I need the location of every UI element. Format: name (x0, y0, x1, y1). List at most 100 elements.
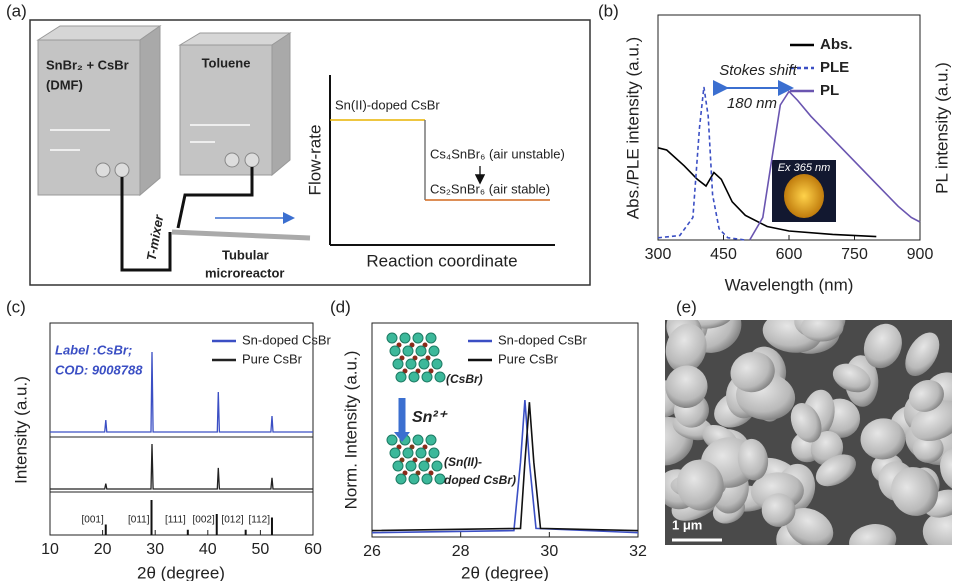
x-tick-label: 32 (629, 543, 647, 560)
atom (418, 358, 430, 370)
reservoir-label: Toluene (202, 55, 251, 70)
atom (434, 473, 446, 485)
stage-label: Cs₄SnBr₆ (air unstable) (430, 146, 565, 161)
x-tick-label: 30 (146, 541, 164, 558)
atom (428, 447, 440, 459)
reference-label: [002] (192, 515, 214, 526)
reactor-label: microreactor (205, 265, 284, 280)
x-tick-label: 60 (304, 541, 322, 558)
x-tick-label: 750 (841, 246, 868, 263)
panel-label: (a) (6, 1, 27, 20)
reference-label: [011] (128, 515, 150, 526)
atom (395, 371, 407, 383)
particle (912, 434, 944, 463)
crystal-inset (386, 332, 446, 485)
atom (428, 345, 440, 357)
annotation: 180 nm (727, 95, 777, 112)
mixer-label: T-mixer (144, 213, 167, 262)
axis-label: Wavelength (nm) (725, 275, 854, 294)
particle (786, 507, 834, 545)
reservoir-label: (DMF) (46, 77, 83, 92)
particle (761, 493, 796, 527)
stage-label: Sn(II)-doped CsBr (335, 97, 440, 112)
atom (395, 473, 407, 485)
particle (909, 379, 944, 412)
legend-label: Pure CsBr (242, 351, 303, 366)
photo-inset (784, 174, 824, 218)
particle (730, 351, 775, 393)
data-line (371, 402, 639, 532)
atom (405, 460, 417, 472)
particle (665, 323, 707, 373)
particle (922, 510, 952, 545)
plot-frame (371, 322, 639, 538)
particle (665, 365, 708, 409)
sem-image (665, 320, 952, 545)
particle (860, 418, 906, 460)
axis-label: Intensity (a.u.) (11, 376, 30, 484)
x-tick-label: 600 (776, 246, 803, 263)
atom (386, 332, 398, 344)
atom (408, 371, 420, 383)
particle (815, 454, 856, 487)
schematic: SnBr₂ + CsBr (DMF) Toluene T-mixer Tubul… (29, 19, 591, 286)
annotation: COD: 9008788 (55, 362, 143, 377)
atom (412, 434, 424, 446)
legend-label: Pure CsBr (498, 351, 559, 366)
crystal-arrow (394, 432, 410, 442)
data-line (657, 86, 746, 241)
atom (425, 332, 437, 344)
x-tick-label: 300 (645, 246, 672, 263)
annotation: (Sn(II)- (444, 455, 482, 469)
scale-bar-label: 1 μm (672, 517, 702, 532)
panel-label: (c) (6, 297, 26, 316)
data-line (50, 351, 313, 433)
annotation: Sn²⁺ (412, 409, 448, 426)
reactor-label: Tubular (222, 247, 269, 262)
atom (392, 358, 404, 370)
particle (676, 459, 724, 511)
axis-label: 2θ (degree) (461, 563, 549, 581)
atom (408, 473, 420, 485)
particle (890, 467, 939, 516)
atom (402, 345, 414, 357)
particle (849, 524, 897, 545)
panel-label: (e) (676, 297, 697, 316)
annotation: Ex 365 nm (778, 162, 831, 174)
stage-label: Cs₂SnBr₆ (air stable) (430, 181, 550, 196)
x-tick-label: 50 (252, 541, 270, 558)
x-tick-label: 20 (94, 541, 112, 558)
axis-label: Reaction coordinate (366, 251, 517, 270)
atom (386, 434, 398, 446)
data-line (749, 90, 921, 241)
atom (421, 371, 433, 383)
x-tick-label: 26 (363, 543, 381, 560)
legend-label: Abs. (820, 36, 853, 53)
atom (431, 358, 443, 370)
atom (389, 447, 401, 459)
data-line (371, 399, 639, 534)
plot-frame (49, 322, 314, 536)
legend-label: PLE (820, 59, 849, 76)
annotation: (CsBr) (446, 372, 483, 386)
legend-label: Sn-doped CsBr (242, 332, 332, 347)
particle (832, 363, 871, 393)
particle (940, 448, 952, 491)
data-line (657, 147, 877, 238)
data-line (50, 443, 313, 490)
x-tick-label: 450 (710, 246, 737, 263)
axis-label: 2θ (degree) (137, 563, 225, 581)
atom (392, 460, 404, 472)
atom (421, 473, 433, 485)
x-tick-label: 900 (907, 246, 934, 263)
axis-label: PL intensity (a.u.) (932, 62, 951, 194)
particle (790, 403, 822, 443)
reference-label: [012] (221, 515, 243, 526)
x-tick-label: 30 (540, 543, 558, 560)
atom (415, 345, 427, 357)
particle (800, 320, 844, 342)
axis-label: Norm. Intensity (a.u.) (341, 351, 360, 510)
panel-label: (d) (330, 297, 351, 316)
panel-label: (b) (598, 1, 619, 20)
